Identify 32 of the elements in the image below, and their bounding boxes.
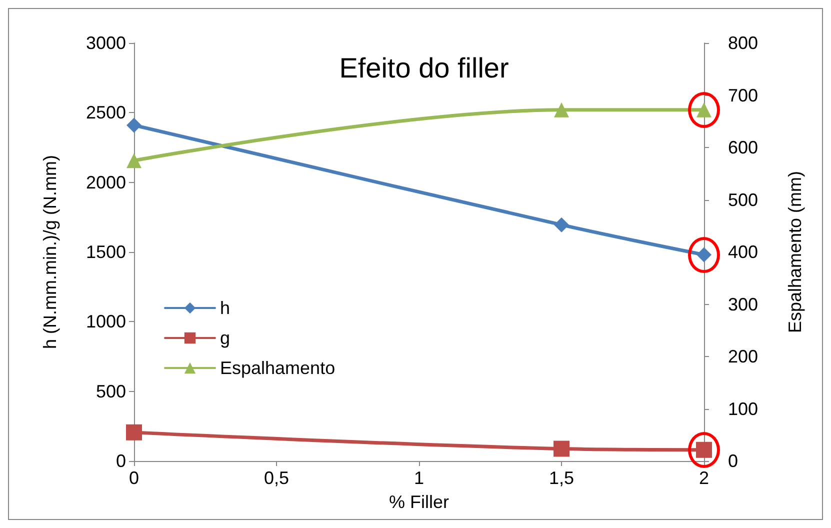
y2-axis-title: Espalhamento (mm) (785, 170, 805, 334)
y-tick-label: 2500 (86, 102, 126, 123)
point (554, 440, 570, 457)
y2-tick-label: 600 (728, 138, 758, 158)
y-tick-label: 2000 (86, 172, 126, 192)
y2-tick-label: 500 (728, 190, 758, 210)
x-tick-label: 0 (128, 468, 140, 488)
y-tick-label: 500 (96, 381, 126, 402)
x-tick-label: 2 (698, 468, 710, 488)
point (126, 424, 142, 440)
x-tick-label: 0,5 (264, 468, 290, 488)
legend-label: Espalhamento (220, 358, 336, 378)
x-axis-title: % Filler (388, 492, 450, 512)
y-tick-label: 1000 (86, 312, 126, 332)
y2-tick-label: 0 (728, 451, 738, 471)
chart-title: Efeito do filler (339, 52, 509, 84)
y-tick-label: 3000 (86, 33, 126, 53)
y-tick-label: 0 (116, 451, 126, 471)
legend-label: g (220, 328, 230, 348)
y-axis-title: h (N.mm.min.)/g (N.mm) (40, 155, 60, 349)
y2-tick-label: 200 (728, 346, 758, 366)
x-tick-label: 1,5 (548, 468, 574, 488)
point (126, 118, 142, 133)
y2-tick-label: 700 (728, 85, 758, 106)
x-tick-label: 1 (414, 468, 424, 488)
y-tick-label: 1500 (86, 242, 126, 262)
point (554, 217, 569, 232)
legend-label: h (220, 298, 230, 318)
y2-tick-label: 400 (728, 242, 758, 262)
y2-tick-label: 800 (728, 33, 758, 53)
y2-tick-label: 100 (728, 398, 758, 419)
y2-tick-label: 300 (728, 294, 758, 314)
